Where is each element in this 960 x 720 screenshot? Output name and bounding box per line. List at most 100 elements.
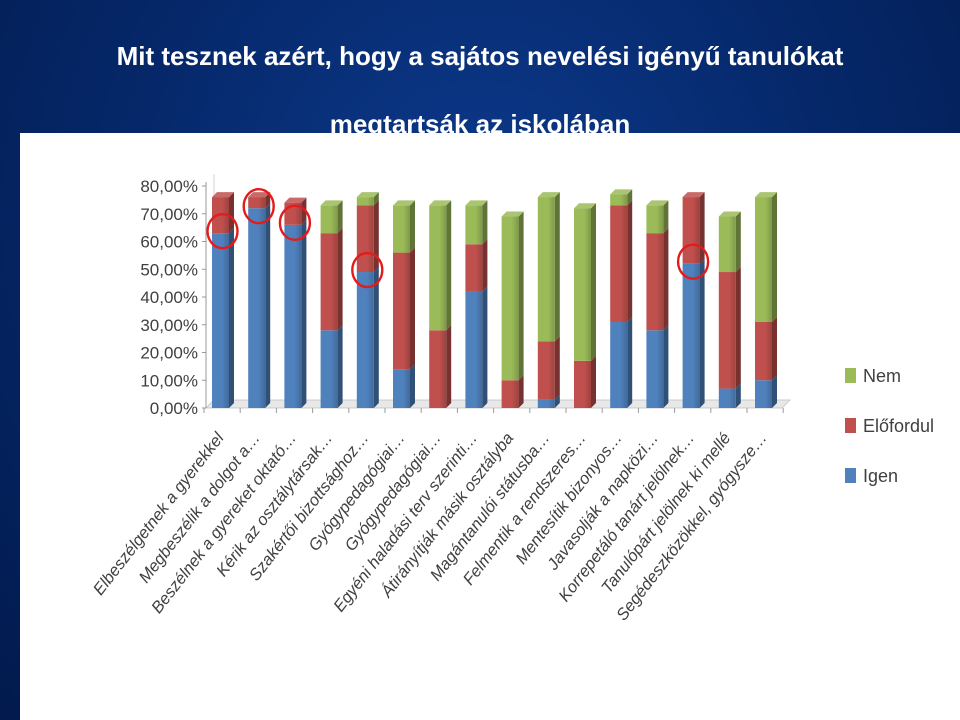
bar-elfordul-7-front <box>465 244 483 292</box>
bar-nem-15-front <box>755 197 772 322</box>
bar-nem-9-front <box>537 197 555 342</box>
highlight-circle-2 <box>278 204 312 242</box>
stacked-bar-chart: 0,00% 10,00% 20,00% 30,00% 40,00% 50,00% 60,00… <box>90 174 934 624</box>
bar-elfordul-6 <box>429 325 452 408</box>
bar-nem-7-front <box>465 205 483 245</box>
bar-elfordul-10-side <box>591 355 596 408</box>
bar-elfordul-11-front <box>610 205 628 322</box>
bar-igen-3-front <box>320 330 338 408</box>
bar-igen-11-front <box>610 321 628 408</box>
y-tick-label: 0,00% <box>150 399 198 418</box>
highlight-circle-13 <box>676 243 710 280</box>
bar-igen-9-front <box>537 399 555 408</box>
highlight-circle-4 <box>351 251 384 289</box>
bar-top-3 <box>320 200 343 206</box>
bar-top-8 <box>501 211 524 217</box>
bar-elfordul-12 <box>646 228 669 331</box>
bar-nem-11-side <box>627 189 633 206</box>
bar-top-12 <box>646 200 669 206</box>
bar-igen-5-front <box>393 369 410 408</box>
bar-elfordul-14-side <box>735 267 741 389</box>
bar-elfordul-1-front <box>248 197 266 209</box>
bar-nem-12-side <box>663 200 669 234</box>
bar-elfordul-13-side <box>699 192 705 264</box>
bar-top-15 <box>755 192 777 198</box>
bar-top-14 <box>718 211 741 217</box>
x-category-label-2: Beszélnek a gyereket oktató… <box>148 429 300 616</box>
bar-igen-4 <box>356 267 379 408</box>
bar-elfordul-1 <box>248 192 271 209</box>
bar-nem-6-side <box>446 200 452 331</box>
bar-top-11 <box>610 189 633 195</box>
bar-igen-4-side <box>373 267 379 408</box>
bar-elfordul-7-side <box>482 239 488 292</box>
bar-nem-4-front <box>356 197 374 206</box>
bar-elfordul-10 <box>574 355 596 408</box>
bar-nem-14-front <box>718 216 736 273</box>
bar-igen-12 <box>646 325 669 408</box>
bar-igen-12-front <box>646 330 664 408</box>
bar-nem-10-side <box>591 203 596 361</box>
legend-swatch-1 <box>845 418 856 433</box>
bar-nem-3-front <box>320 205 338 234</box>
bar-top-6 <box>429 200 452 206</box>
bar-elfordul-9-side <box>554 336 560 400</box>
bar-igen-2 <box>284 219 307 408</box>
bar-nem-15-side <box>772 192 777 322</box>
bar-elfordul-9-front <box>537 341 555 400</box>
bar-igen-11-side <box>627 316 633 408</box>
bar-elfordul-14 <box>718 267 741 389</box>
bar-igen-13-front <box>682 263 700 408</box>
y-tick-label: 60,00% <box>140 233 198 252</box>
bar-igen-9 <box>537 394 560 408</box>
bar-igen-11 <box>610 316 633 408</box>
y-tick-label: 70,00% <box>140 205 198 224</box>
bar-nem-4 <box>356 192 379 206</box>
bar-nem-10 <box>574 203 596 361</box>
legend-label-0: Igen <box>863 466 898 486</box>
bar-nem-5-side <box>410 200 415 253</box>
bar-igen-0 <box>212 228 234 408</box>
bar-igen-7-side <box>482 286 488 408</box>
bar-igen-5 <box>393 364 415 408</box>
bar-nem-9 <box>537 192 560 342</box>
bar-elfordul-5 <box>393 247 415 370</box>
bar-igen-2-side <box>301 219 307 408</box>
y-tick-label: 80,00% <box>140 177 198 196</box>
bar-nem-11 <box>610 189 633 206</box>
bar-igen-0-front <box>212 233 229 408</box>
bar-igen-14-front <box>718 388 736 408</box>
bar-top-2 <box>284 197 307 203</box>
bar-elfordul-4 <box>356 200 379 273</box>
bar-top-5 <box>393 200 415 206</box>
bar-nem-6 <box>429 200 452 331</box>
bar-igen-1 <box>248 203 271 408</box>
bar-nem-8-front <box>501 216 519 381</box>
y-tick-label: 10,00% <box>140 371 198 390</box>
bar-elfordul-4-front <box>356 205 374 273</box>
bar-igen-14 <box>718 383 741 408</box>
highlight-circle-0 <box>206 212 239 250</box>
bar-nem-7 <box>465 200 488 245</box>
bar-igen-0-side <box>229 228 234 408</box>
bar-elfordul-11-side <box>627 200 633 322</box>
bar-elfordul-13 <box>682 192 705 264</box>
bar-igen-1-side <box>265 203 271 408</box>
bar-elfordul-1-side <box>265 192 271 209</box>
bar-igen-13 <box>682 258 705 408</box>
bar-nem-5-front <box>393 205 410 253</box>
bar-top-9 <box>537 192 560 198</box>
bar-nem-7-side <box>482 200 488 245</box>
bar-nem-12-front <box>646 205 664 234</box>
bar-elfordul-11 <box>610 200 633 322</box>
y-tick-label: 40,00% <box>140 288 198 307</box>
bar-top-10 <box>574 203 596 209</box>
bar-top-13 <box>682 192 705 198</box>
bar-elfordul-5-front <box>393 252 410 370</box>
bar-nem-8-side <box>518 211 524 381</box>
bar-top-1 <box>248 192 271 198</box>
bar-nem-11-front <box>610 194 628 206</box>
bar-nem-4-side <box>373 192 379 206</box>
bar-elfordul-13-front <box>682 197 700 264</box>
bar-elfordul-2-side <box>301 197 307 225</box>
